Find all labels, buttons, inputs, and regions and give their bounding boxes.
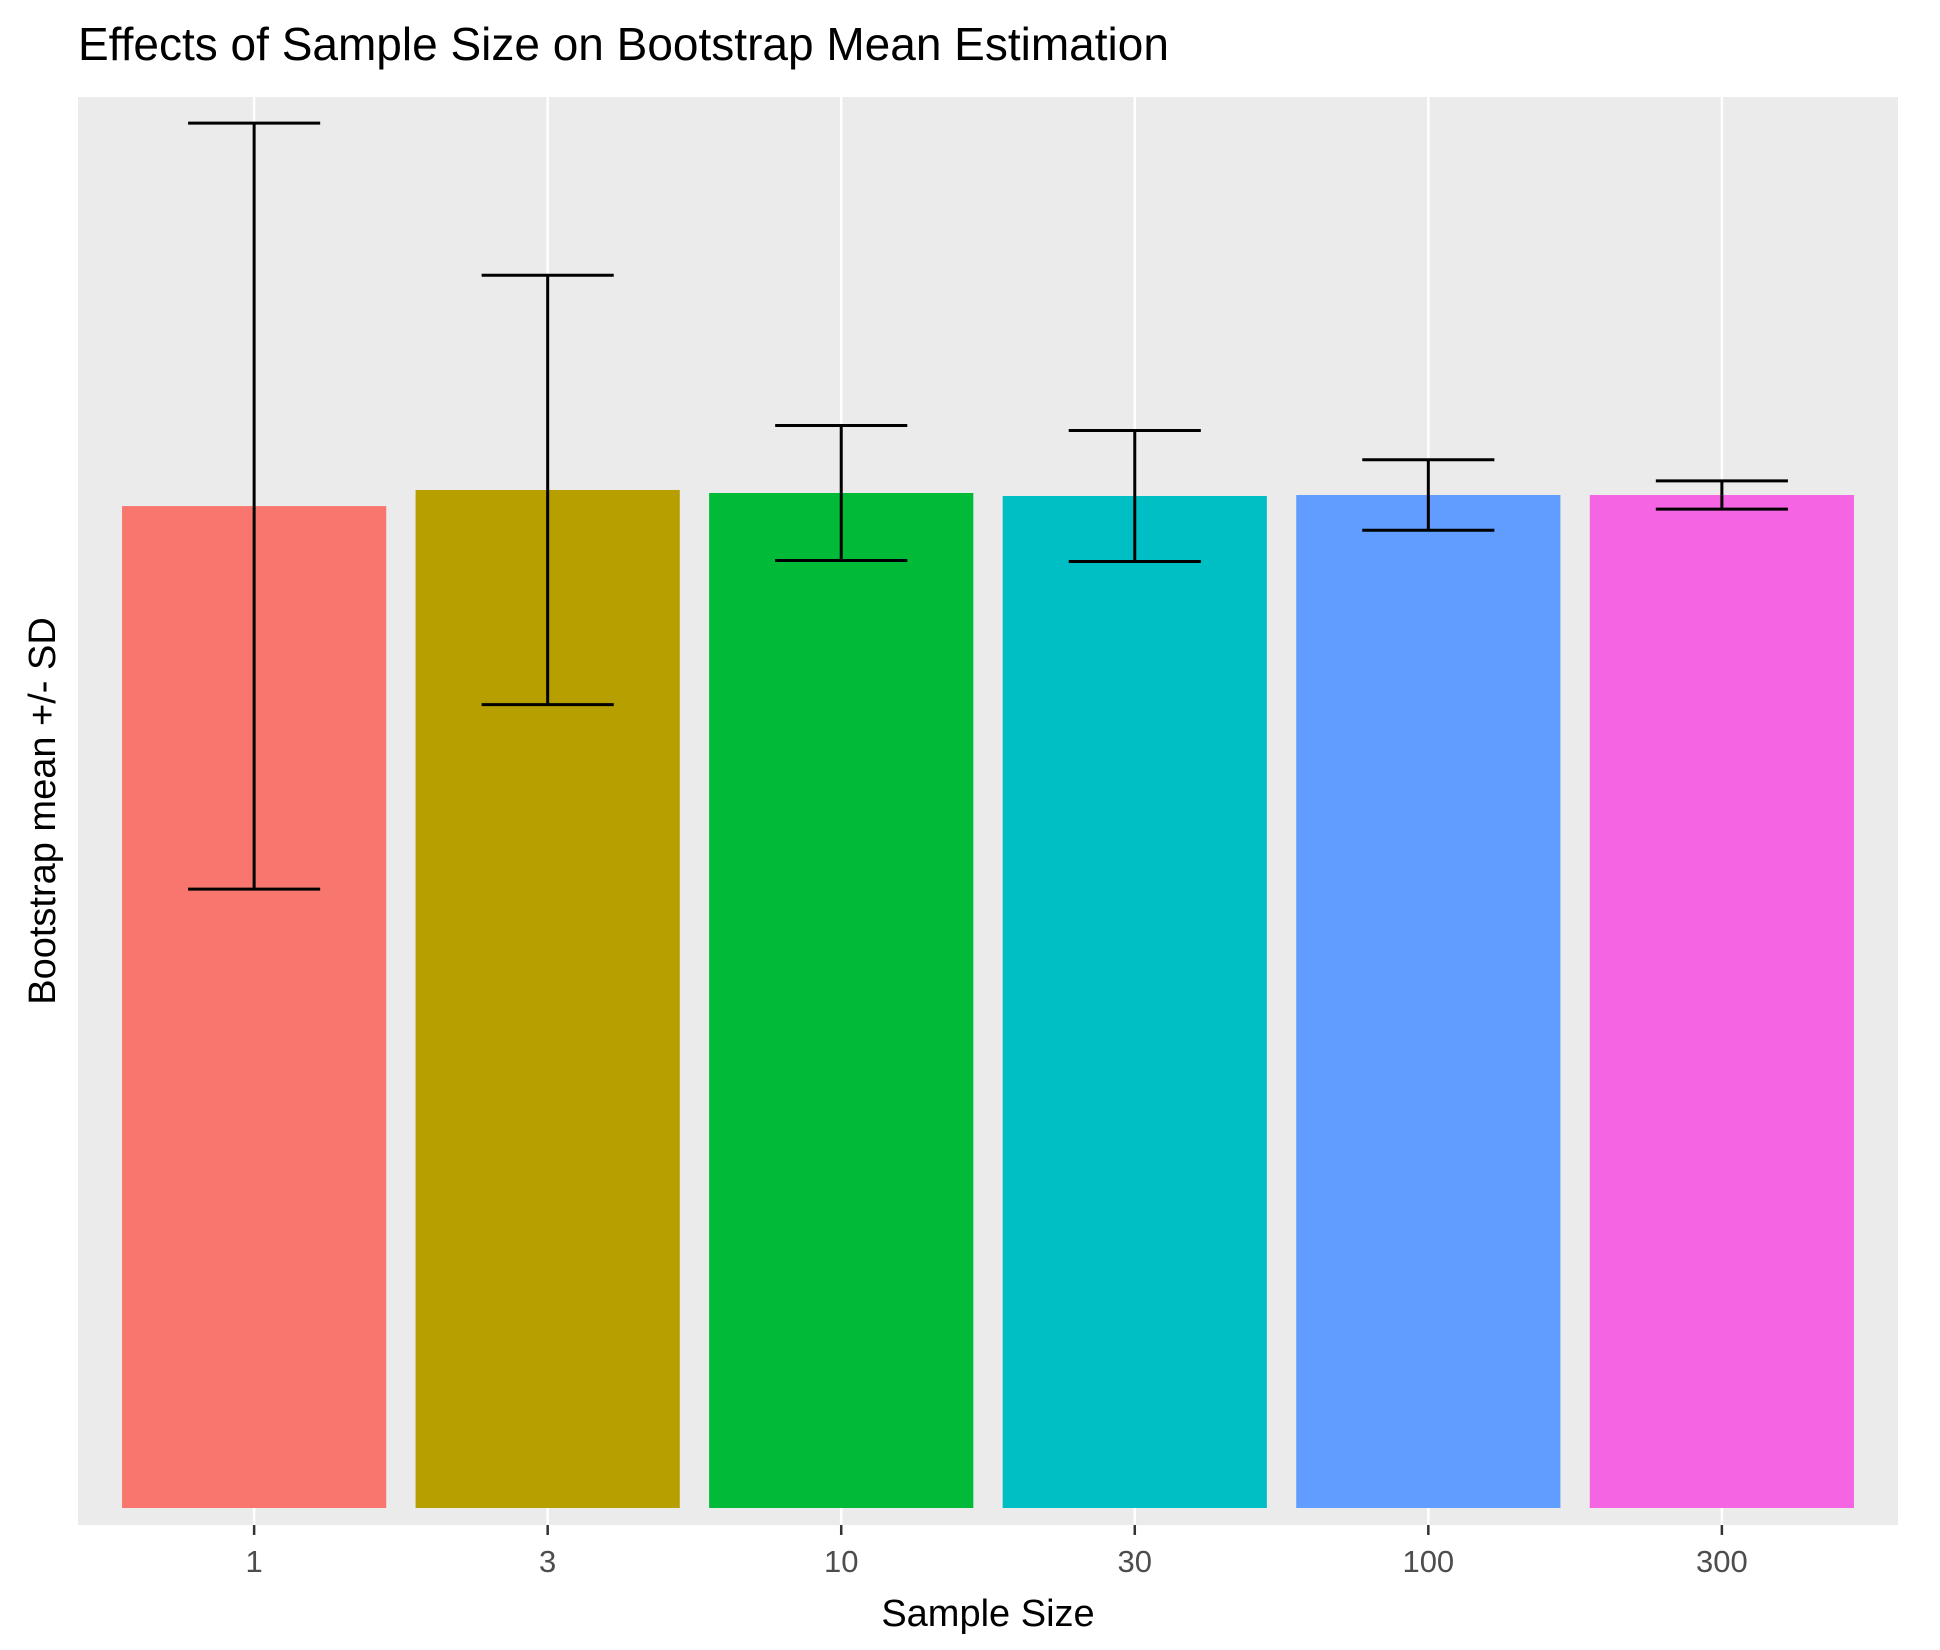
bar-300 <box>1589 495 1854 1508</box>
chart-title: Effects of Sample Size on Bootstrap Mean… <box>78 18 1169 70</box>
error-bar-1 <box>188 121 321 891</box>
x-axis-ticks: 1 3 10 30 100 300 <box>246 1525 1748 1579</box>
x-tick-label-10: 10 <box>824 1544 858 1579</box>
x-tick-label-3: 3 <box>539 1544 556 1579</box>
x-tick-label-1: 1 <box>246 1544 263 1579</box>
x-axis-title: Sample Size <box>881 1593 1094 1635</box>
error-bars <box>188 121 1788 891</box>
error-bar-100 <box>1362 458 1495 532</box>
error-bar-30 <box>1068 429 1201 564</box>
y-axis-title: Bootstrap mean +/- SD <box>22 617 64 1005</box>
x-tick-label-30: 30 <box>1118 1544 1152 1579</box>
bar-30 <box>1002 496 1267 1508</box>
error-bar-10 <box>775 423 908 563</box>
bar-100 <box>1296 495 1561 1508</box>
error-bar-300 <box>1655 479 1788 511</box>
x-tick-label-300: 300 <box>1696 1544 1748 1579</box>
bar-10 <box>709 492 974 1508</box>
error-bar-3 <box>481 273 614 707</box>
x-tick-label-100: 100 <box>1402 1544 1454 1579</box>
